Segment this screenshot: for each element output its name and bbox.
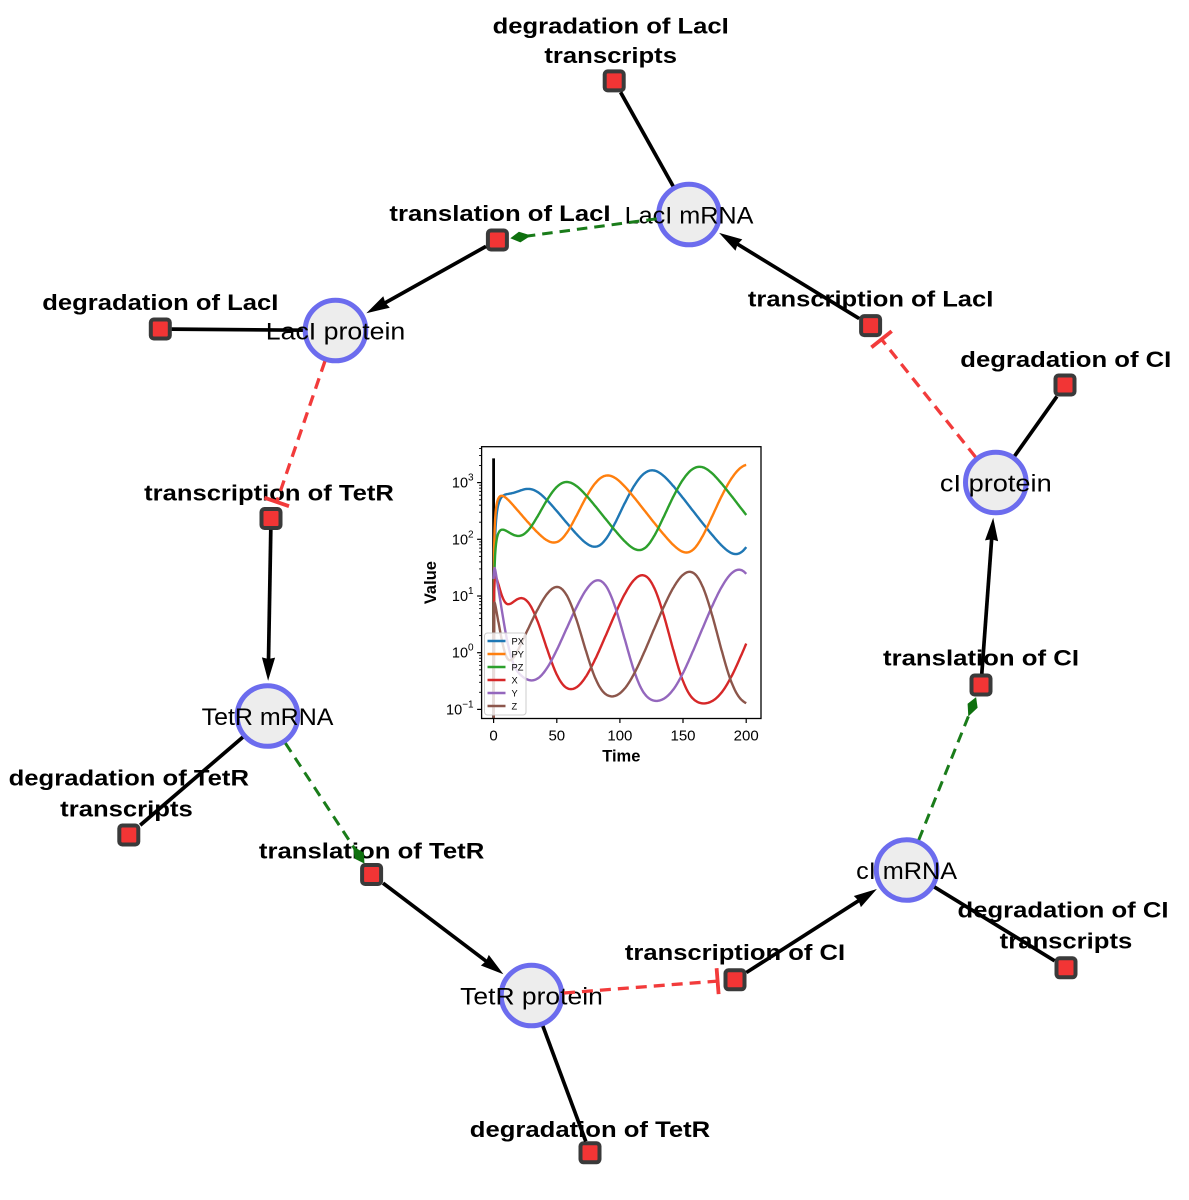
svg-text:transcription of TetR: transcription of TetR — [144, 481, 394, 506]
svg-text:transcription of LacI: transcription of LacI — [748, 287, 993, 312]
svg-text:degradation of CI: degradation of CI — [960, 347, 1171, 372]
svg-text:degradation of TetR: degradation of TetR — [9, 766, 249, 791]
svg-text:degradation of LacI: degradation of LacI — [493, 14, 729, 39]
svg-text:Time: Time — [602, 748, 640, 766]
svg-text:cI protein: cI protein — [940, 471, 1052, 498]
svg-text:200: 200 — [734, 728, 759, 745]
svg-text:translation of LacI: translation of LacI — [389, 201, 610, 226]
svg-text:TetR protein: TetR protein — [460, 984, 603, 1011]
svg-text:PY: PY — [512, 650, 524, 660]
svg-text:Value: Value — [422, 561, 440, 604]
svg-text:transcripts: transcripts — [60, 797, 193, 822]
svg-text:X: X — [512, 676, 518, 686]
svg-text:PX: PX — [512, 637, 524, 647]
svg-text:TetR mRNA: TetR mRNA — [202, 704, 334, 731]
svg-text:100: 100 — [607, 728, 632, 745]
svg-text:LacI mRNA: LacI mRNA — [625, 203, 754, 230]
svg-text:translation of TetR: translation of TetR — [259, 839, 484, 864]
svg-text:degradation of TetR: degradation of TetR — [470, 1117, 710, 1142]
svg-text:cI mRNA: cI mRNA — [856, 858, 957, 885]
svg-text:Z: Z — [512, 702, 518, 712]
svg-text:50: 50 — [548, 728, 565, 745]
svg-text:transcription of CI: transcription of CI — [625, 940, 845, 965]
svg-text:transcripts: transcripts — [544, 43, 677, 68]
svg-text:0: 0 — [489, 728, 497, 745]
svg-text:150: 150 — [670, 728, 695, 745]
svg-text:PZ: PZ — [512, 663, 524, 673]
svg-text:LacI protein: LacI protein — [266, 319, 406, 346]
svg-text:degradation of LacI: degradation of LacI — [42, 290, 278, 315]
svg-text:degradation of CI: degradation of CI — [958, 898, 1169, 923]
svg-text:Y: Y — [512, 689, 518, 699]
